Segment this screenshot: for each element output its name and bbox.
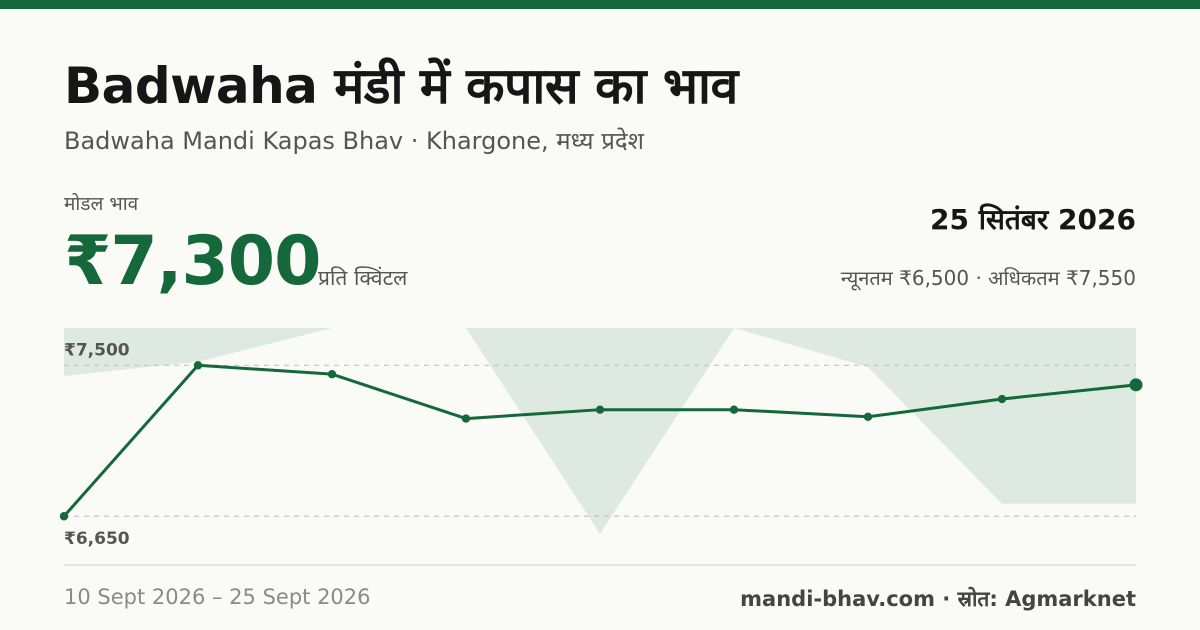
modal-price-points-layer: [59, 361, 1143, 521]
modal-price-label: मोडल भाव: [64, 193, 139, 215]
price-point: [461, 414, 471, 423]
price-date: 25 सितंबर 2026: [930, 203, 1136, 236]
price-point: [59, 512, 69, 521]
price-range: न्यूनतम ₹6,500 · अधिकतम ₹7,550: [840, 266, 1136, 290]
min-max-price-band: [64, 328, 1136, 534]
price-unit: प्रति क्विंटल: [318, 266, 408, 290]
price-point: [863, 412, 873, 421]
top-accent-bar: [0, 0, 1200, 9]
price-point: [729, 405, 739, 414]
reference-lines-layer: ₹7,500 ₹6,650: [64, 340, 1136, 549]
price-point: [997, 394, 1007, 404]
price-point: [327, 369, 337, 379]
modal-price-value: ₹7,300: [64, 222, 321, 301]
page-title: Badwaha मंडी में कपास का भाव: [64, 57, 738, 115]
reference-label-1: ₹7,500: [64, 340, 130, 360]
price-band-layer: [64, 328, 1136, 534]
date-period: 10 Sept 2026 – 25 Sept 2026: [64, 585, 371, 609]
price-point: [193, 361, 203, 370]
price-point: [595, 405, 605, 414]
reference-label-2: ₹6,650: [64, 529, 130, 549]
latest-price-point: [1129, 378, 1143, 392]
source-credit: mandi-bhav.com · स्रोत: Agmarknet: [740, 587, 1136, 611]
page-subtitle: Badwaha Mandi Kapas Bhav · Khargone, मध्…: [64, 127, 644, 155]
footer-divider: [64, 564, 1136, 566]
